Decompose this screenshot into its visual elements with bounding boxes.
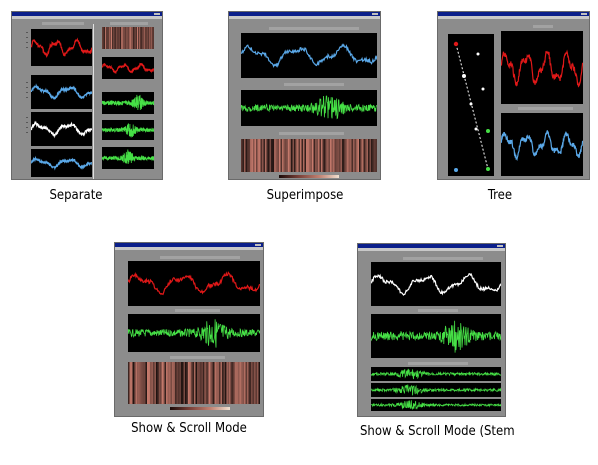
show-scroll-stem-mode-screenshot [357,243,506,417]
approximation-panel [31,112,92,146]
detail-panel [102,57,154,79]
signal-trace [31,40,92,57]
signal-panel [241,33,377,78]
stem-panel [371,367,501,381]
window-menu-bar [12,16,162,19]
approximation-panel [31,149,92,177]
details-panel [241,90,377,126]
approximation-panel [31,75,92,109]
noise-trace [128,319,260,347]
signal-trace [501,51,583,86]
window-menu-bar [438,16,589,19]
noise-trace [102,95,154,110]
noise-trace [371,369,501,379]
coefficients-heatmap [128,362,260,404]
noise-trace [371,400,501,409]
signal-trace [371,274,501,295]
screenshot-caption: Superimpose [266,188,344,203]
signal-trace [102,63,154,73]
detail-panel [102,92,154,114]
detail-panel [102,147,154,169]
window-menu-bar [358,248,505,251]
noise-trace [102,123,154,137]
noise-trace [241,96,377,118]
separate-mode-screenshot [11,11,163,180]
window-title-bar [438,12,589,16]
screenshot-caption: Show & Scroll Mode (Stem [360,424,515,439]
superimpose-mode-screenshot [228,11,381,180]
show-scroll-mode-screenshot [114,242,264,417]
window-title-bar [229,12,380,16]
window-menu-bar [115,247,263,250]
signal-panel [128,261,260,306]
signal-trace [128,273,260,295]
details-panel [371,314,501,358]
signal-trace [31,158,92,168]
node-reconstruction-panel [501,113,583,176]
detail-panel [102,120,154,140]
signal-panel [371,262,501,306]
signal-trace [501,130,583,159]
screenshot-caption: Separate [49,188,103,203]
signal-panel [501,31,583,104]
signal-trace [31,123,92,137]
signal-panel [31,29,92,66]
stem-panel [371,383,501,397]
noise-trace [371,321,501,353]
signal-trace [31,85,92,99]
decomposition-tree [448,34,494,176]
signal-trace [241,45,377,67]
screenshot-caption: Show & Scroll Mode [131,421,247,436]
coefficients-heatmap [241,139,377,172]
stem-panel [371,399,501,411]
window-title-bar [358,244,505,248]
tree-mode-screenshot [437,11,590,180]
coefficients-heatmap [102,27,154,49]
details-panel [128,314,260,352]
window-title-bar [115,243,263,247]
noise-trace [371,385,501,396]
screenshot-caption: Tree [487,188,513,203]
window-menu-bar [229,16,380,19]
window-title-bar [12,12,162,16]
noise-trace [102,150,154,164]
